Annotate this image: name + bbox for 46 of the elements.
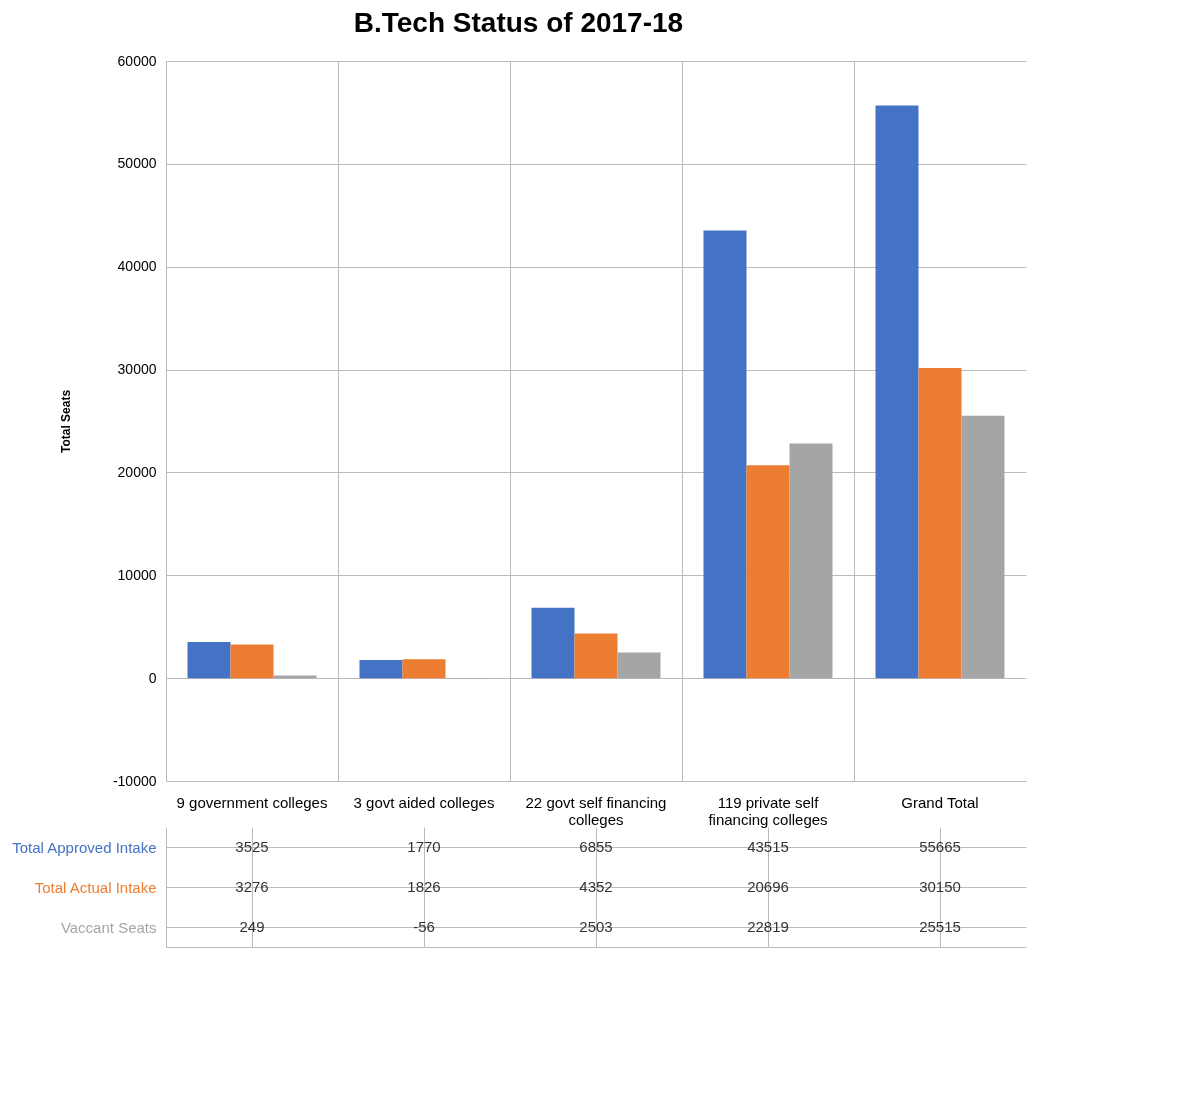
x-tick-label: 3 govt aided colleges bbox=[353, 793, 495, 811]
data-label: 30150 bbox=[919, 878, 961, 895]
bar bbox=[789, 443, 833, 679]
chart-title: B.Tech Status of 2017-18 bbox=[353, 7, 684, 38]
y-tick-label: 40000 bbox=[117, 258, 157, 275]
data-label: 22819 bbox=[747, 918, 789, 935]
data-label: 4352 bbox=[579, 878, 613, 895]
data-label: 43515 bbox=[747, 838, 789, 855]
bar bbox=[402, 659, 446, 679]
data-label: 3525 bbox=[235, 838, 269, 855]
x-tick-label: 22 govt self financing colleges bbox=[525, 793, 667, 828]
bar bbox=[703, 230, 747, 679]
data-label: -56 bbox=[413, 918, 435, 935]
data-label: 20696 bbox=[747, 878, 789, 895]
bar bbox=[359, 659, 403, 679]
y-tick-label: 20000 bbox=[117, 463, 157, 480]
data-label: 25515 bbox=[919, 918, 961, 935]
bar bbox=[531, 607, 575, 679]
data-label: 6855 bbox=[579, 838, 613, 855]
x-tick-label: 119 private self financing colleges bbox=[708, 793, 828, 828]
x-tick-label: Grand Total bbox=[901, 793, 979, 811]
bar bbox=[918, 368, 962, 679]
y-axis-title: Total Seats bbox=[58, 389, 73, 454]
bar bbox=[961, 415, 1005, 679]
data-label: 55665 bbox=[919, 838, 961, 855]
text: Total Actual Intake bbox=[34, 878, 157, 896]
y-tick-label: 30000 bbox=[117, 361, 157, 378]
data-label: 3276 bbox=[235, 878, 269, 895]
bar bbox=[574, 633, 618, 679]
bar bbox=[187, 641, 231, 679]
y-tick-label: 10000 bbox=[117, 566, 157, 583]
text: Vaccant Seats bbox=[60, 918, 157, 936]
y-tick-label: 50000 bbox=[117, 155, 157, 172]
bar bbox=[230, 644, 274, 679]
bar bbox=[617, 652, 661, 679]
bar bbox=[875, 105, 919, 679]
x-tick-label: 9 government colleges bbox=[176, 793, 328, 811]
y-tick-label: 0 bbox=[148, 669, 157, 686]
data-label: 249 bbox=[239, 918, 265, 935]
data-label: 2503 bbox=[579, 918, 613, 935]
y-tick-label: -10000 bbox=[112, 772, 157, 789]
data-label: 1826 bbox=[407, 878, 441, 895]
bar bbox=[746, 465, 790, 679]
text: Total Approved Intake bbox=[12, 838, 157, 856]
data-label: 1770 bbox=[407, 838, 441, 855]
y-tick-label: 60000 bbox=[117, 52, 157, 69]
